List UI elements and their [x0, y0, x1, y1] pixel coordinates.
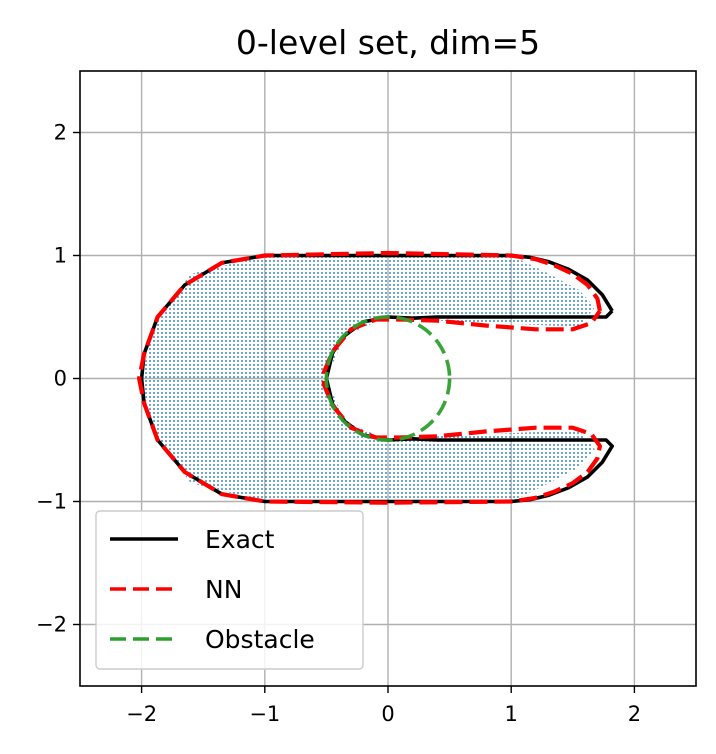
y-tick-label: 0: [54, 367, 67, 391]
series-layer: [137, 250, 614, 505]
x-tick-label: 0: [381, 702, 394, 726]
legend-box: [95, 510, 364, 670]
x-tick-label: 2: [628, 702, 641, 726]
x-tick-label: 1: [505, 702, 518, 726]
y-tick-label: 2: [54, 121, 67, 145]
legend-label-nn: NN: [205, 575, 242, 604]
x-tick-label: −1: [249, 702, 280, 726]
y-tick-label: −2: [36, 613, 67, 637]
y-tick-label: −1: [36, 490, 67, 514]
legend: Exact NN Obstacle: [95, 510, 364, 670]
chart-title: 0-level set, dim=5: [236, 23, 540, 62]
x-axis-ticks: −2 −1 0 1 2: [126, 686, 641, 726]
y-axis-ticks: −2 −1 0 1 2: [36, 121, 80, 637]
legend-label-exact: Exact: [205, 525, 275, 554]
y-tick-label: 1: [54, 244, 67, 268]
legend-label-obstacle: Obstacle: [205, 625, 315, 654]
series-obstacle-line: [324, 315, 452, 442]
x-tick-label: −2: [126, 702, 157, 726]
